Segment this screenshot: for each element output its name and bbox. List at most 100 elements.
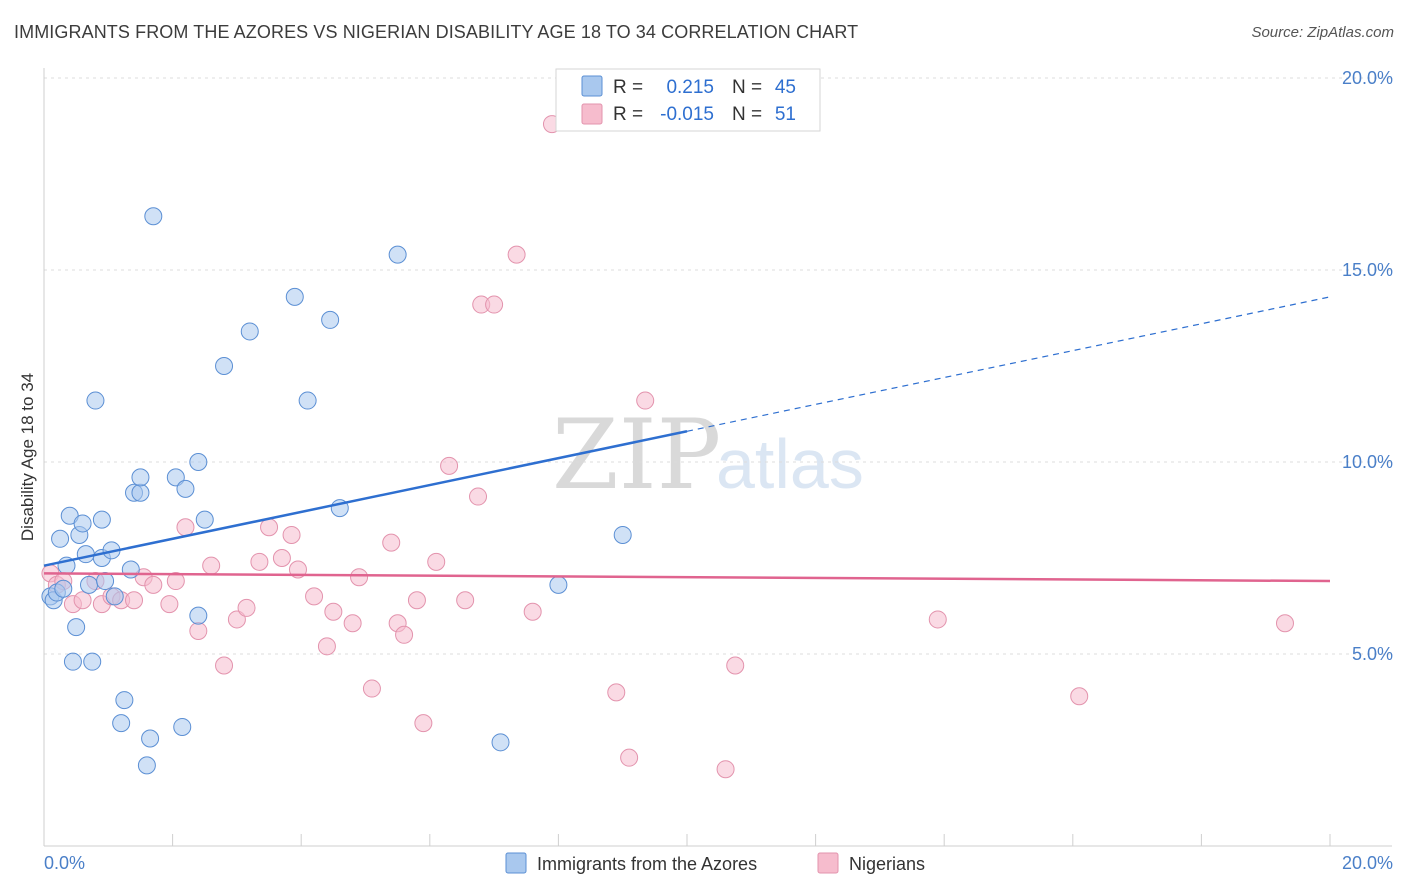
nigerians-point xyxy=(395,625,414,644)
series-azores-points xyxy=(41,207,632,775)
trend-line-azores xyxy=(43,430,688,567)
series-legend: Immigrants from the Azores Nigerians xyxy=(505,852,925,874)
azores-point xyxy=(131,468,150,487)
watermark-zip: ZIP xyxy=(552,399,721,511)
azores-point xyxy=(63,652,82,671)
nigerians-point xyxy=(440,456,459,475)
nigerians-point xyxy=(469,487,488,506)
x-tick-label-min: 0.0% xyxy=(44,853,85,873)
nigerians-point xyxy=(507,245,526,264)
legend-n-value-azores: 45 xyxy=(775,77,796,98)
y-tick-label: 10.0% xyxy=(1342,452,1393,472)
azores-point xyxy=(54,579,73,598)
azores-point xyxy=(388,245,407,264)
azores-point xyxy=(76,545,95,564)
azores-point xyxy=(112,714,131,733)
nigerians-point xyxy=(215,656,234,675)
azores-point xyxy=(189,606,208,625)
y-tick-label: 5.0% xyxy=(1352,644,1393,664)
azores-point xyxy=(195,510,214,529)
azores-point xyxy=(141,729,160,748)
chart-title: IMMIGRANTS FROM THE AZORES VS NIGERIAN D… xyxy=(14,22,859,42)
azores-point xyxy=(115,691,134,710)
azores-point xyxy=(86,391,105,410)
legend-r-value-azores: 0.215 xyxy=(666,77,714,98)
azores-point xyxy=(92,510,111,529)
nigerians-point xyxy=(407,591,426,610)
legend-swatch-nigerians xyxy=(581,103,603,125)
y-tick-labels: 5.0% 10.0% 15.0% 20.0% xyxy=(1342,68,1393,664)
azores-point xyxy=(80,575,99,594)
nigerians-point xyxy=(260,518,279,537)
nigerians-point xyxy=(343,614,362,633)
bottom-legend-label-nigerians: Nigerians xyxy=(849,854,925,874)
azores-point xyxy=(321,310,340,329)
azores-point xyxy=(83,652,102,671)
x-tick-label-max: 20.0% xyxy=(1342,853,1393,873)
legend-n-label-azores: N = xyxy=(732,77,762,98)
azores-point xyxy=(491,733,510,752)
nigerians-point xyxy=(73,591,92,610)
x-axis-ticks xyxy=(43,834,1331,846)
nigerians-point xyxy=(176,518,195,537)
y-tick-label: 15.0% xyxy=(1342,260,1393,280)
azores-point xyxy=(67,618,86,637)
azores-point xyxy=(298,391,317,410)
nigerians-point xyxy=(160,595,179,614)
azores-point xyxy=(166,468,185,487)
nigerians-point xyxy=(485,295,504,314)
trend-lines xyxy=(43,296,1331,583)
bottom-legend-label-azores: Immigrants from the Azores xyxy=(537,854,757,874)
azores-point xyxy=(549,575,568,594)
nigerians-point xyxy=(227,610,246,629)
watermark-atlas: atlas xyxy=(716,425,864,503)
trend-line-nigerians xyxy=(43,572,1331,583)
azores-point xyxy=(144,207,163,226)
nigerians-point xyxy=(305,587,324,606)
legend-r-label-nigerians: R = xyxy=(613,104,643,125)
nigerians-point xyxy=(282,525,301,544)
nigerians-point xyxy=(1070,687,1089,706)
nigerians-point xyxy=(189,621,208,640)
nigerians-point xyxy=(928,610,947,629)
nigerians-point xyxy=(726,656,745,675)
azores-point xyxy=(240,322,259,341)
azores-point xyxy=(73,514,92,533)
bottom-legend-swatch-azores xyxy=(505,852,527,874)
trend-line-azores-projection xyxy=(686,296,1331,432)
nigerians-point xyxy=(456,591,475,610)
azores-point xyxy=(121,560,140,579)
legend-n-value-nigerians: 51 xyxy=(775,104,796,125)
azores-point xyxy=(105,587,124,606)
azores-point xyxy=(176,479,195,498)
nigerians-point xyxy=(324,602,343,621)
azores-point xyxy=(285,287,304,306)
nigerians-point xyxy=(350,568,369,587)
azores-point xyxy=(613,525,632,544)
nigerians-point xyxy=(636,391,655,410)
nigerians-point xyxy=(607,683,626,702)
y-axis-title: Disability Age 18 to 34 xyxy=(18,373,37,541)
azores-point xyxy=(173,717,192,736)
nigerians-point xyxy=(414,714,433,733)
nigerians-point xyxy=(166,572,185,591)
nigerians-point xyxy=(362,679,381,698)
source-label: Source: ZipAtlas.com xyxy=(1251,24,1394,41)
legend-n-label-nigerians: N = xyxy=(732,104,762,125)
legend-r-value-nigerians: -0.015 xyxy=(660,104,714,125)
azores-point xyxy=(189,453,208,471)
nigerians-point xyxy=(382,533,401,552)
y-tick-label: 20.0% xyxy=(1342,68,1393,88)
nigerians-point xyxy=(716,760,735,779)
nigerians-point xyxy=(125,591,144,610)
nigerians-point xyxy=(202,556,221,575)
nigerians-point xyxy=(272,549,291,567)
azores-point xyxy=(51,529,70,548)
legend-r-label-azores: R = xyxy=(613,77,643,98)
azores-point xyxy=(96,572,115,591)
nigerians-point xyxy=(237,598,256,617)
correlation-legend: R = 0.215 N = 45 R = -0.015 N = 51 xyxy=(555,68,821,132)
azores-point xyxy=(131,483,150,502)
azores-point xyxy=(215,357,234,375)
